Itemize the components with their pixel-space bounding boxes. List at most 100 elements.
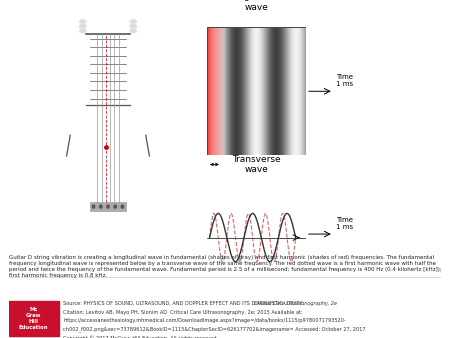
Bar [302, 27, 303, 155]
Bar [252, 27, 253, 155]
Bar [253, 27, 254, 155]
Bar [225, 27, 226, 155]
Bar [298, 27, 299, 155]
Bar [228, 27, 229, 155]
Bar [267, 27, 268, 155]
Ellipse shape [79, 29, 86, 33]
Bar [238, 27, 239, 155]
Bar [246, 27, 247, 155]
Bar [245, 27, 246, 155]
Bar [276, 27, 277, 155]
Bar [222, 27, 223, 155]
Text: https://accessanesthesiology.mhmedical.com/DownloadImage.aspx?image=/data/books/: https://accessanesthesiology.mhmedical.c… [63, 318, 346, 323]
Bar [305, 27, 306, 155]
Bar [214, 27, 215, 155]
Ellipse shape [92, 205, 95, 208]
Bar [277, 27, 278, 155]
Bar [223, 27, 224, 155]
Bar [282, 27, 283, 155]
Bar [296, 27, 297, 155]
Bar [233, 27, 234, 155]
Text: Longitudinal
wave: Longitudinal wave [229, 0, 284, 11]
Ellipse shape [130, 20, 137, 24]
Bar [291, 27, 292, 155]
Bar [256, 27, 257, 155]
Bar [263, 27, 264, 155]
Bar [275, 27, 276, 155]
Bar [219, 27, 220, 155]
Text: Transverse
wave: Transverse wave [232, 155, 281, 174]
Ellipse shape [79, 20, 86, 24]
Bar [90, 34, 126, 105]
Bar [305, 27, 306, 155]
Bar [250, 27, 251, 155]
Bar [213, 27, 214, 155]
Bar [301, 27, 302, 155]
Ellipse shape [79, 24, 86, 28]
Bar [298, 27, 299, 155]
Bar [297, 27, 298, 155]
Bar [280, 27, 281, 155]
Bar [247, 27, 248, 155]
Text: ch002_f002.png&sec=73789612&BookID=1115&ChapterSecID=626177702&imagename= Access: ch002_f002.png&sec=73789612&BookID=1115&… [63, 327, 365, 332]
Bar [271, 27, 272, 155]
Text: Copyright © 2017 McGraw-Hill Education. All rights reserved: Copyright © 2017 McGraw-Hill Education. … [63, 335, 216, 338]
Bar [241, 27, 242, 155]
Text: Guitar D string vibration is creating a longitudinal wave in fundamental (shades: Guitar D string vibration is creating a … [9, 255, 442, 277]
Bar [239, 27, 240, 155]
Bar [9, 301, 58, 336]
Bar [218, 27, 219, 155]
Bar [253, 27, 254, 155]
Bar [258, 27, 259, 155]
Bar [262, 27, 263, 155]
Text: Critical Care Ultrasonography, 2e: Critical Care Ultrasonography, 2e [254, 301, 337, 306]
Bar [286, 27, 287, 155]
Bar [211, 27, 212, 155]
Text: Mc
Graw
Hill
Education: Mc Graw Hill Education [19, 307, 48, 330]
Bar [258, 27, 259, 155]
Bar [90, 202, 126, 211]
Bar [297, 27, 298, 155]
Bar [263, 27, 264, 155]
Bar [233, 27, 234, 155]
Bar [284, 27, 285, 155]
Bar [278, 27, 279, 155]
Bar [254, 27, 255, 155]
Bar [293, 27, 294, 155]
Bar [212, 27, 213, 155]
Bar [273, 27, 274, 155]
Bar [281, 27, 282, 155]
Bar [295, 27, 296, 155]
Bar [240, 27, 241, 155]
Bar [243, 27, 244, 155]
Ellipse shape [114, 205, 117, 208]
Bar [215, 27, 216, 155]
Bar [304, 27, 305, 155]
Bar [287, 27, 288, 155]
Bar [209, 27, 210, 155]
Bar [252, 27, 253, 155]
Bar [292, 27, 293, 155]
Bar [218, 27, 219, 155]
Bar [259, 27, 260, 155]
Bar [235, 27, 236, 155]
Bar [251, 27, 252, 155]
Bar [231, 27, 232, 155]
Bar [266, 27, 267, 155]
Bar [242, 27, 243, 155]
Bar [220, 27, 221, 155]
Bar [289, 27, 290, 155]
Bar [248, 27, 249, 155]
Ellipse shape [121, 205, 124, 208]
Bar [230, 27, 231, 155]
Bar [207, 27, 208, 155]
Bar [232, 27, 233, 155]
Bar [302, 27, 303, 155]
Bar [246, 27, 247, 155]
Bar [208, 27, 209, 155]
Bar [238, 27, 239, 155]
Bar [268, 27, 269, 155]
Text: Source: PHYSICS OF SOUND, ULTRASOUND, AND DOPPLER EFFECT AND ITS DIAGNOSTIC UTIL: Source: PHYSICS OF SOUND, ULTRASOUND, AN… [63, 301, 306, 306]
Bar [248, 27, 249, 155]
Bar [212, 27, 213, 155]
